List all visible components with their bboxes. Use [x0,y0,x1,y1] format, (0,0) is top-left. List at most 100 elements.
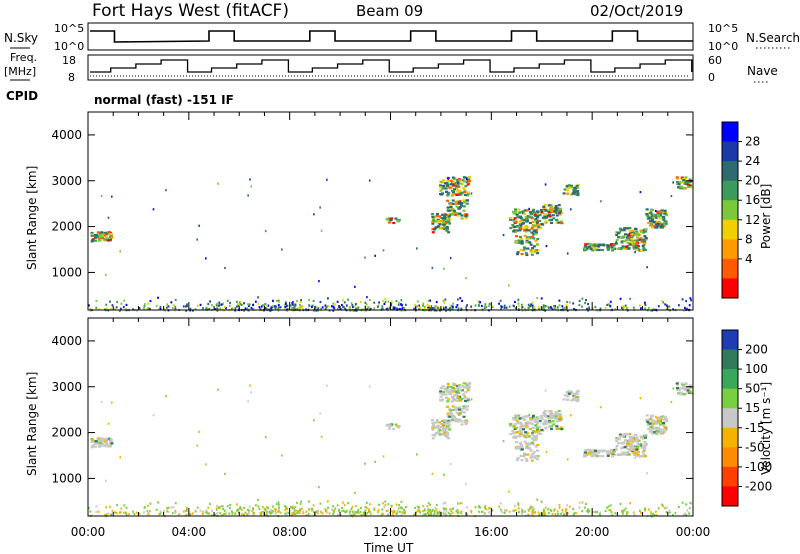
data-point [399,307,401,311]
data-point [250,509,253,512]
data-point [448,185,452,188]
data-point [442,502,445,505]
data-point [449,306,451,310]
data-point [623,227,627,230]
data-point [435,418,439,422]
data-point [152,208,155,211]
data-point [625,306,628,309]
data-point [341,506,343,510]
data-point [540,210,544,214]
data-point [525,239,529,242]
data-point [531,452,535,456]
data-point [338,510,340,513]
data-point [523,415,527,418]
colorbar-tick-label: 16 [745,193,760,207]
data-point [332,302,335,305]
data-point [626,447,630,451]
data-point [636,445,640,448]
data-point [653,224,657,228]
data-point [520,252,524,256]
data-point [624,453,628,456]
data-point [462,411,466,414]
data-point [636,245,640,248]
y-tick-label: 4000 [51,128,82,142]
data-point [438,227,442,230]
data-point [401,307,404,310]
data-point [535,231,539,234]
data-point [107,216,110,219]
data-point [431,418,435,422]
data-point [690,392,694,395]
data-point [632,451,636,454]
data-point [513,305,515,308]
data-point [572,307,575,311]
data-point [639,249,643,252]
data-point [571,192,575,195]
data-point [457,391,461,394]
data-point [513,418,517,421]
data-point [435,421,439,424]
data-point [537,431,541,434]
data-point [540,428,544,432]
data-point [388,306,391,309]
data-point [513,427,517,430]
data-point [185,305,187,308]
data-point [401,507,403,510]
data-point [457,202,461,205]
data-point [224,266,226,270]
data-point [543,215,547,218]
data-point [643,454,647,458]
data-point [451,405,455,408]
data-point [565,509,568,512]
data-point [458,179,462,182]
data-point [318,486,320,489]
data-point [538,419,542,423]
data-point [377,304,380,307]
data-point [520,508,523,511]
data-point [457,413,461,416]
data-point [450,400,454,403]
data-point [109,300,111,303]
data-point [627,247,631,250]
data-point [641,245,645,248]
data-point [517,308,520,311]
data-point [514,210,518,213]
data-point [234,307,237,310]
data-point [442,223,446,226]
data-point [100,236,104,239]
data-point [442,429,446,432]
data-point [344,511,347,514]
data-point [518,211,522,214]
data-point [259,512,262,515]
data-point [264,508,267,511]
data-point [683,182,687,185]
data-point [441,433,445,436]
data-point [435,309,438,312]
data-point [640,240,644,243]
data-point [451,386,455,390]
data-point [341,298,344,302]
data-point [202,510,205,513]
data-point [680,382,684,385]
data-point [513,414,517,417]
data-point [503,509,506,512]
data-point [293,507,296,510]
data-point [456,384,460,388]
nsearch-tick-top: 10^5 [708,22,738,35]
colorbar-swatch [722,258,738,279]
data-point [466,506,469,509]
data-point [436,225,440,229]
data-point [529,455,533,458]
data-point [684,382,688,385]
data-point [439,184,443,187]
data-point [615,439,619,443]
data-point [614,308,617,311]
data-point [297,307,300,310]
data-point [517,298,520,301]
data-point [515,446,519,449]
data-point [515,253,519,256]
data-point [628,232,632,235]
data-point [573,392,577,395]
data-point [201,512,204,516]
data-point [441,398,445,401]
